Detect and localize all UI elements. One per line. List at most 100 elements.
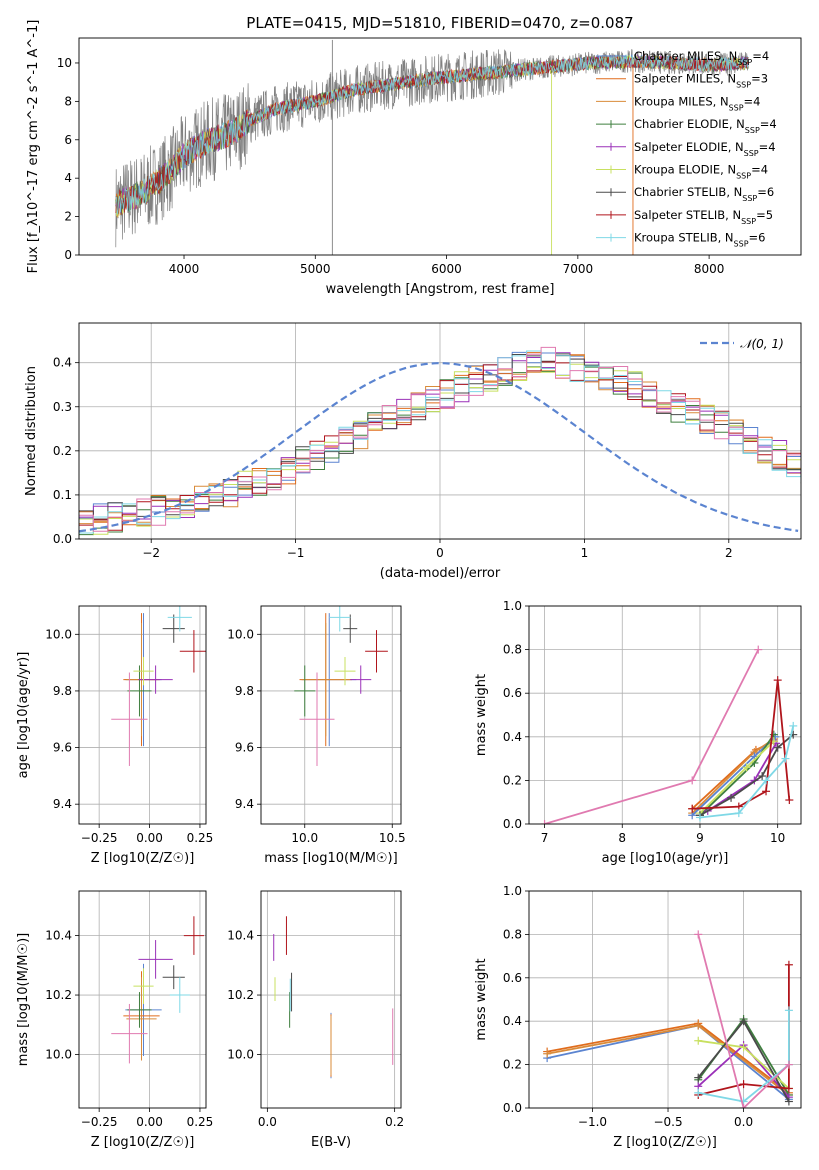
tick-label-y: 0.8: [503, 643, 522, 657]
x-axis-label: age [log10(age/yr)]: [602, 851, 729, 866]
tick-label-x: 8: [618, 831, 626, 845]
tick-label-y: 9.6: [53, 741, 72, 755]
tick-label-y: 10.4: [227, 929, 254, 943]
tick-label-x: 2: [725, 546, 733, 560]
axes-residuals: −2 −1 0 1 2 0.0 0.1 0.2 0.3 0.4 (data-model)/error…: [24, 323, 801, 581]
errorbars-mass-vs-EBV: [273, 916, 394, 1079]
tick-label-y: 10.4: [45, 929, 72, 943]
errorbars-age-vs-mass: [294, 606, 388, 766]
tick-label-x: 10: [770, 831, 785, 845]
legend-sub: SSP: [736, 80, 751, 89]
age-vs-Z-frame: [78, 605, 207, 825]
tick-label-x: 9: [696, 831, 704, 845]
tick-label-y: 6: [64, 133, 72, 147]
legend-label: Chabrier STELIB, NSSP=6: [634, 185, 774, 203]
tick-label-y: 0.2: [503, 1058, 522, 1072]
tick-label-x: 6000: [431, 262, 462, 276]
histogram-series: [79, 346, 801, 532]
histogram-series: [79, 354, 801, 520]
weight-series: [698, 1010, 790, 1103]
y-axis-label: Normed distribution: [24, 366, 39, 496]
spectrum-lines: [115, 39, 749, 255]
tick-label-x: 10.0: [291, 831, 318, 845]
y-axis-label: mass [log10(M/M☉)]: [16, 933, 31, 1066]
tick-label-y: 0.6: [503, 686, 522, 700]
tick-label-y: 4: [64, 171, 72, 185]
tick-label-x: 8000: [694, 262, 725, 276]
weight-lines-weight-vs-Z: [543, 930, 793, 1108]
tick-label-x: 4000: [169, 262, 200, 276]
age-vs-mass-frame: [260, 605, 402, 825]
legend-label: Salpeter ELODIE, NSSP=4: [634, 140, 776, 158]
tick-label-y: 0.0: [503, 817, 522, 831]
tick-label-y: 2: [64, 210, 72, 224]
errorbars-mass-vs-Z: [111, 916, 204, 1064]
axes-weight-vs-Z: −1.0 −0.5 0.0 0.0 0.2 0.4 0.6 0.8 1.0 Z [log10(Z/…: [474, 884, 801, 1150]
y-axis-label: mass weight: [474, 958, 489, 1040]
legend-label: Chabrier MILES, NSSP=4: [634, 49, 769, 67]
model-spectrum: [115, 54, 749, 214]
x-axis-label: Z [log10(Z/Z☉)]: [91, 1135, 195, 1150]
tick-label-y: 0.3: [53, 400, 72, 414]
axes-age-vs-mass: 10.0 10.5 9.4 9.6 9.8 10.0 mass [log10(M/M☉)]: [227, 606, 406, 866]
legend-label: Kroupa STELIB, NSSP=6: [634, 231, 765, 249]
x-axis-label: (data-model)/error: [380, 566, 501, 581]
tick-label-x: −0.25: [81, 831, 118, 845]
tick-label-y: 10.2: [227, 988, 254, 1002]
tick-label-y: 0.4: [503, 1014, 522, 1028]
tick-label-x: −1.0: [578, 1115, 607, 1129]
tick-label-x: 0.00: [136, 1115, 163, 1129]
tick-label-x: 0.0: [734, 1115, 753, 1129]
histogram-series: [79, 350, 801, 534]
tick-label-y: 0.2: [503, 773, 522, 787]
tick-label-y: 0.6: [503, 971, 522, 985]
legend-sub: SSP: [729, 103, 744, 112]
tick-label-x: −0.5: [653, 1115, 682, 1129]
legend-sub: SSP: [737, 58, 752, 67]
tick-label-y: 10.0: [45, 627, 72, 641]
residuals-frame: [78, 322, 802, 540]
tick-label-y: 8: [64, 94, 72, 108]
histogram-steps: [79, 346, 801, 536]
legend-sub: SSP: [745, 126, 760, 135]
tick-label-x: −1: [287, 546, 305, 560]
gaussian-curve: [79, 361, 799, 533]
model-spectrum: [115, 54, 749, 215]
tick-label-x: 0.00: [136, 831, 163, 845]
tick-label-y: 0.0: [503, 1101, 522, 1115]
weight-vs-Z-frame: [528, 890, 802, 1109]
tick-label-x: −0.25: [81, 1115, 118, 1129]
legend-label: Salpeter STELIB, NSSP=5: [634, 208, 773, 226]
tick-label-y: 9.4: [53, 797, 72, 811]
tick-label-x: 0.25: [187, 1115, 214, 1129]
y-axis-label: Flux [f_λ10^-17 erg cm^-2 s^-1 A^-1]: [26, 20, 41, 274]
tick-label-y: 0.4: [503, 730, 522, 744]
axes-mass-vs-EBV: 0.0 0.2 10.0 10.2 10.4 E(B-V): [227, 891, 404, 1150]
x-axis-label: Z [log10(Z/Z☉)]: [91, 851, 195, 866]
tick-label-x: 1: [581, 546, 589, 560]
spectrum-frame: [78, 37, 802, 256]
x-axis-label: Z [log10(Z/Z☉)]: [613, 1135, 717, 1150]
weight-vs-age-frame: [528, 605, 802, 825]
axes-weight-vs-age: 7 8 9 10 0.0 0.2 0.4 0.6 0.8 1.0 age [log10(age/yr…: [474, 599, 801, 866]
y-axis-label: age [log10(age/yr)]: [16, 652, 31, 779]
figure-title: PLATE=0415, MJD=51810, FIBERID=0470, z=0…: [246, 14, 633, 32]
legend-gaussian-label: 𝒩(0, 1): [740, 337, 784, 351]
tick-label-y: 9.4: [235, 797, 254, 811]
axes-age-vs-Z: −0.25 0.00 0.25 9.4 9.6 9.8 10.0 Z [log10(Z/Z☉)…: [16, 606, 213, 866]
tick-label-x: 7: [541, 831, 549, 845]
legend-sub: SSP: [742, 194, 757, 203]
tick-label-y: 0.1: [53, 488, 72, 502]
legend-sub: SSP: [741, 216, 756, 225]
axes-spectrum: 4000 5000 6000 7000 8000 0 2 4 6 8 10 wavelength [A…: [26, 20, 724, 297]
tick-label-y: 1.0: [503, 884, 522, 898]
tick-label-y: 0.0: [53, 532, 72, 546]
legend-label: Chabrier ELODIE, NSSP=4: [634, 117, 777, 135]
tick-label-x: 7000: [563, 262, 594, 276]
tick-label-x: 5000: [300, 262, 331, 276]
tick-label-y: 9.6: [235, 741, 254, 755]
tick-label-y: 1.0: [503, 599, 522, 613]
tick-label-y: 10.0: [227, 1047, 254, 1061]
legend-label: Kroupa MILES, NSSP=4: [634, 94, 760, 112]
